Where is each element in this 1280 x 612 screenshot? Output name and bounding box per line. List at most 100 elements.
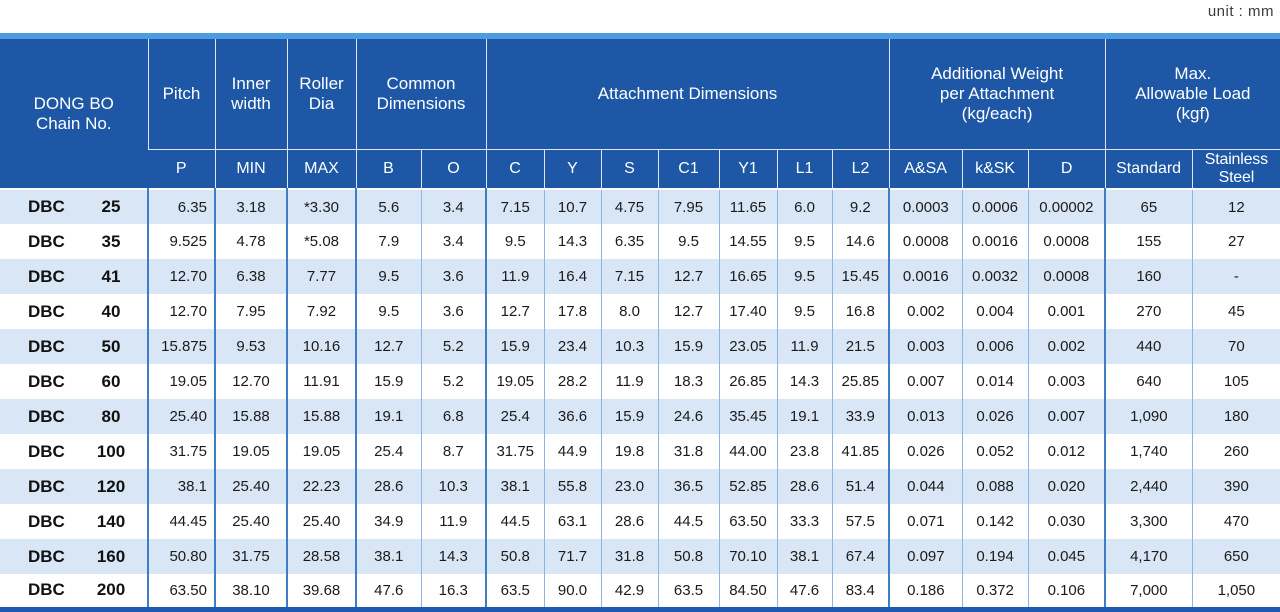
cell-c1: 31.8 — [657, 434, 719, 469]
chain-number: 50 — [101, 336, 121, 356]
cell-asa: 0.097 — [888, 539, 963, 574]
chain-prefix: DBC — [28, 546, 65, 566]
cell-stainlesssteel: 45 — [1191, 294, 1280, 329]
cell-y1: 11.65 — [718, 189, 777, 224]
cell-standard: 1,090 — [1104, 399, 1193, 434]
header-group-1: Pitch — [147, 39, 215, 150]
cell-l1: 28.6 — [776, 469, 832, 504]
table-header: DONG BO Chain No. Pitch Inner width Roller … — [0, 39, 1280, 189]
cell-ksk: 0.052 — [961, 434, 1029, 469]
cell-b: 38.1 — [355, 539, 421, 574]
cell-asa: 0.0003 — [888, 189, 963, 224]
cell-b: 7.9 — [355, 224, 421, 259]
cell-o: 3.4 — [420, 189, 486, 224]
cell-y1: 63.50 — [718, 504, 777, 539]
cell-d: 0.001 — [1027, 294, 1106, 329]
cell-max: 10.16 — [286, 329, 356, 364]
cell-l2: 57.5 — [831, 504, 890, 539]
cell-standard: 4,170 — [1104, 539, 1193, 574]
cell-c1: 24.6 — [657, 399, 719, 434]
cell-p: 19.05 — [147, 364, 215, 399]
cell-l2: 21.5 — [831, 329, 890, 364]
cell-y1: 44.00 — [718, 434, 777, 469]
cell-asa: 0.0016 — [888, 259, 963, 294]
cell-min: 4.78 — [214, 224, 287, 259]
cell-c: 9.5 — [485, 224, 544, 259]
cell-b: 15.9 — [355, 364, 421, 399]
cell-stainlesssteel: 260 — [1191, 434, 1280, 469]
cell-d: 0.0008 — [1027, 259, 1106, 294]
cell-y: 55.8 — [543, 469, 601, 504]
subheader-12: A&SA — [888, 149, 963, 189]
cell-y: 71.7 — [543, 539, 601, 574]
cell-y: 90.0 — [543, 574, 601, 609]
cell-o: 3.4 — [420, 224, 486, 259]
header-group-5: Attachment Dimensions — [485, 39, 890, 150]
cell-ksk: 0.004 — [961, 294, 1029, 329]
cell-max: 28.58 — [286, 539, 356, 574]
chain-no-cell: DBC 25 — [0, 189, 148, 224]
chain-number: 140 — [96, 511, 126, 531]
cell-ksk: 0.026 — [961, 399, 1029, 434]
cell-o: 10.3 — [420, 469, 486, 504]
cell-b: 47.6 — [355, 574, 421, 609]
cell-c1: 18.3 — [657, 364, 719, 399]
chain-prefix: DBC — [28, 336, 65, 356]
cell-standard: 3,300 — [1104, 504, 1193, 539]
header-group-6: Additional Weight per Attachment (kg/eac… — [888, 39, 1106, 150]
table-row-dbc-41: DBC 41 12.70 6.38 7.77 9.5 3.6 11.9 16.4 7.15 12.7… — [0, 259, 1280, 294]
header-group-0: DONG BO Chain No. — [0, 39, 148, 189]
cell-asa: 0.002 — [888, 294, 963, 329]
cell-c1: 36.5 — [657, 469, 719, 504]
subheader-2: MAX — [286, 149, 356, 189]
cell-o: 11.9 — [420, 504, 486, 539]
cell-min: 12.70 — [214, 364, 287, 399]
cell-min: 25.40 — [214, 504, 287, 539]
cell-min: 15.88 — [214, 399, 287, 434]
cell-b: 28.6 — [355, 469, 421, 504]
cell-stainlesssteel: 105 — [1191, 364, 1280, 399]
header-group-7: Max. Allowable Load (kgf) — [1104, 39, 1280, 150]
table-row-dbc-160: DBC 160 50.80 31.75 28.58 38.1 14.3 50.8 71.7 31.… — [0, 539, 1280, 574]
subheader-7: S — [600, 149, 658, 189]
cell-s: 28.6 — [600, 504, 658, 539]
cell-l2: 14.6 — [831, 224, 890, 259]
cell-max: 15.88 — [286, 399, 356, 434]
header-group-3: Roller Dia — [286, 39, 356, 150]
subheader-13: k&SK — [961, 149, 1029, 189]
cell-c1: 15.9 — [657, 329, 719, 364]
cell-c: 44.5 — [485, 504, 544, 539]
cell-max: 11.91 — [286, 364, 356, 399]
chain-number: 160 — [96, 546, 126, 566]
chain-no-cell: DBC 140 — [0, 504, 148, 539]
cell-c: 50.8 — [485, 539, 544, 574]
cell-min: 9.53 — [214, 329, 287, 364]
chain-prefix: DBC — [28, 406, 65, 426]
cell-l2: 15.45 — [831, 259, 890, 294]
table-body: DBC 25 6.35 3.18 *3.30 5.6 3.4 7.15 10.7 4.75 7.95… — [0, 189, 1280, 609]
cell-max: 19.05 — [286, 434, 356, 469]
cell-l1: 14.3 — [776, 364, 832, 399]
cell-max: 7.77 — [286, 259, 356, 294]
cell-c: 7.15 — [485, 189, 544, 224]
cell-c1: 9.5 — [657, 224, 719, 259]
chain-no-cell: DBC 50 — [0, 329, 148, 364]
cell-stainlesssteel: 1,050 — [1191, 574, 1280, 609]
subheader-16: Stainless Steel — [1191, 149, 1280, 189]
cell-ksk: 0.088 — [961, 469, 1029, 504]
cell-stainlesssteel: 180 — [1191, 399, 1280, 434]
cell-asa: 0.186 — [888, 574, 963, 609]
cell-p: 44.45 — [147, 504, 215, 539]
cell-c: 38.1 — [485, 469, 544, 504]
table-row-dbc-40: DBC 40 12.70 7.95 7.92 9.5 3.6 12.7 17.8 8.0 12.7 1… — [0, 294, 1280, 329]
cell-max: *5.08 — [286, 224, 356, 259]
cell-ksk: 0.0032 — [961, 259, 1029, 294]
table-row-dbc-200: DBC 200 63.50 38.10 39.68 47.6 16.3 63.5 90.0 42.… — [0, 574, 1280, 609]
cell-d: 0.0008 — [1027, 224, 1106, 259]
chain-no-cell: DBC 200 — [0, 574, 148, 609]
cell-ksk: 0.194 — [961, 539, 1029, 574]
cell-l1: 9.5 — [776, 259, 832, 294]
cell-d: 0.00002 — [1027, 189, 1106, 224]
subheader-15: Standard — [1104, 149, 1193, 189]
cell-b: 9.5 — [355, 294, 421, 329]
